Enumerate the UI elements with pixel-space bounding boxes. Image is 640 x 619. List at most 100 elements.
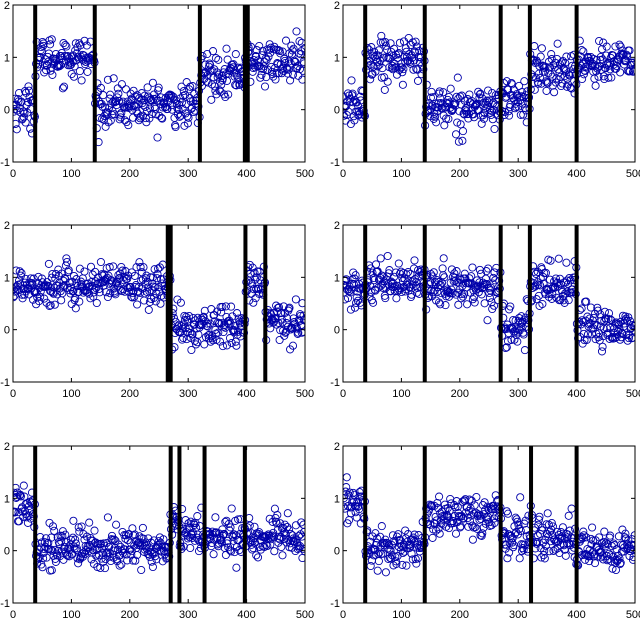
data-point [203, 322, 212, 331]
data-point [232, 563, 241, 572]
data-point [471, 523, 480, 532]
data-point [23, 97, 32, 106]
data-point [214, 328, 223, 337]
data-point [282, 319, 291, 328]
data-point [119, 102, 128, 111]
data-point [474, 284, 483, 293]
data-point [452, 92, 461, 101]
data-point [199, 312, 208, 321]
data-point [446, 84, 455, 93]
x-tick-label: 500 [626, 168, 640, 180]
data-point [282, 538, 291, 547]
data-point [284, 525, 293, 534]
data-point [210, 65, 219, 74]
data-point [290, 536, 299, 545]
data-point [45, 301, 54, 311]
data-point [407, 549, 416, 558]
data-point [547, 285, 556, 294]
data-point [41, 534, 51, 543]
data-point [230, 72, 239, 81]
data-point [403, 278, 412, 287]
data-point [485, 293, 494, 302]
data-point [96, 83, 105, 92]
data-point [621, 529, 630, 538]
data-point [171, 122, 180, 132]
data-point [402, 561, 411, 570]
data-point [536, 52, 545, 61]
data-point [343, 491, 349, 500]
x-tick-label: 0 [340, 388, 346, 400]
data-point [258, 46, 267, 55]
data-point [187, 345, 196, 355]
data-point [76, 41, 85, 50]
data-point [465, 274, 474, 283]
data-point [208, 47, 218, 56]
data-point [624, 536, 633, 545]
data-point [346, 509, 355, 518]
data-point [140, 91, 149, 100]
data-point [217, 308, 226, 317]
data-point [154, 83, 163, 92]
data-point [470, 501, 479, 510]
data-point [509, 541, 518, 550]
data-point [29, 295, 38, 304]
y-tick-label: 2 [334, 220, 340, 232]
data-point [435, 492, 444, 501]
data-point [222, 341, 232, 350]
data-point [115, 115, 124, 124]
data-point [377, 31, 386, 40]
data-point [271, 75, 280, 84]
data-point [547, 50, 556, 59]
data-point [503, 554, 512, 563]
data-point [463, 300, 472, 309]
data-point [187, 529, 196, 539]
data-point [116, 113, 125, 122]
data-point [519, 330, 528, 339]
data-point [413, 266, 423, 275]
data-point [130, 101, 139, 111]
data-point [586, 534, 595, 543]
data-point [377, 522, 386, 531]
data-point [44, 259, 53, 268]
data-point [577, 304, 586, 313]
data-point [183, 315, 192, 324]
data-point [561, 289, 570, 298]
data-point [21, 118, 30, 127]
data-point [582, 335, 591, 344]
data-point [596, 553, 605, 562]
data-point [291, 546, 300, 556]
y-tick-label: -1 [0, 377, 10, 389]
data-point [118, 266, 127, 275]
data-point [232, 341, 241, 350]
data-point [257, 70, 266, 79]
data-point [87, 555, 96, 564]
data-point [616, 559, 625, 569]
data-point [468, 535, 477, 544]
data-point [26, 124, 35, 133]
data-point [380, 85, 389, 94]
data-point [276, 326, 285, 335]
data-point [126, 283, 135, 292]
data-point [392, 294, 401, 303]
data-point [71, 535, 80, 544]
data-point [62, 538, 71, 547]
data-point [627, 535, 635, 544]
data-point [457, 294, 466, 303]
x-tick-label: 100 [62, 388, 80, 400]
data-point [277, 542, 286, 552]
data-point [227, 302, 236, 311]
data-point [272, 519, 281, 528]
data-point [489, 301, 499, 310]
x-tick-label: 0 [10, 388, 16, 400]
data-point [95, 288, 104, 297]
data-point [520, 77, 529, 86]
data-point [490, 518, 499, 528]
data-point [274, 69, 284, 78]
data-point [139, 101, 148, 110]
data-point [192, 340, 201, 349]
data-point [151, 283, 160, 292]
data-point [408, 38, 417, 47]
data-point [123, 556, 132, 565]
